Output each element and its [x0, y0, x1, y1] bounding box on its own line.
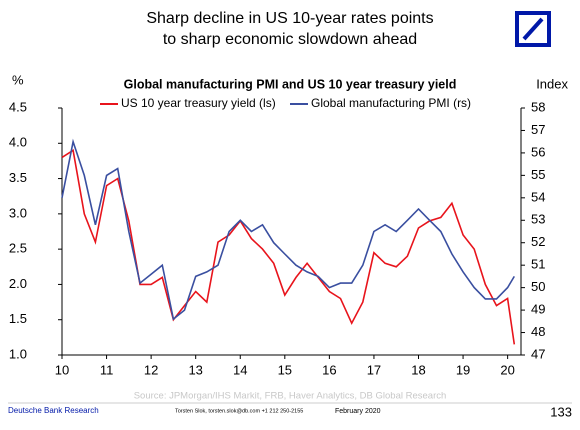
y2-tick-label: 57	[531, 122, 545, 137]
source: Source: JPMorgan/IHS Markit, FRB, Haver …	[134, 391, 447, 402]
x-tick-label: 20	[500, 362, 514, 377]
x-tick-label: 15	[278, 362, 292, 377]
y-axis-label: %	[12, 72, 24, 87]
y2-tick-label: 50	[531, 279, 545, 294]
y2-tick-label: 52	[531, 234, 545, 249]
chart-title: Global manufacturing PMI and US 10 year …	[124, 77, 457, 91]
x-tick-label: 16	[322, 362, 336, 377]
legend-label: Global manufacturing PMI (rs)	[311, 96, 471, 110]
x-tick-label: 10	[55, 362, 69, 377]
y2-tick-label: 48	[531, 324, 545, 339]
y2-tick-label: 56	[531, 144, 545, 159]
x-tick-label: 19	[456, 362, 470, 377]
y-tick-label: 3.5	[9, 170, 27, 185]
y-tick-label: 1.5	[9, 311, 27, 326]
y-tick-label: 2.5	[9, 241, 27, 256]
y2-tick-label: 47	[531, 346, 545, 361]
y2-tick-label: 58	[531, 99, 545, 114]
headline: Sharp decline in US 10-year rates points	[146, 10, 433, 27]
y-tick-label: 2.0	[9, 276, 27, 291]
y2-tick-label: 53	[531, 212, 545, 227]
x-tick-label: 11	[100, 362, 114, 377]
y2-tick-label: 51	[531, 257, 545, 272]
y2-tick-label: 49	[531, 302, 545, 317]
footer-date: February 2020	[335, 408, 381, 415]
y2-axis-label: Index	[536, 76, 568, 91]
footer-contact: Torsten Slok, torsten.slok@db.com +1 212…	[175, 408, 303, 414]
x-tick-label: 14	[233, 362, 247, 377]
x-tick-label: 13	[188, 362, 202, 377]
y-tick-label: 3.0	[9, 205, 27, 220]
footer-brand: Deutsche Bank Research	[8, 406, 99, 415]
x-tick-label: 12	[144, 362, 158, 377]
y-tick-label: 1.0	[9, 346, 27, 361]
legend-label: US 10 year treasury yield (ls)	[121, 96, 276, 110]
logo	[515, 11, 551, 47]
y-tick-label: 4.5	[9, 99, 27, 114]
y2-tick-label: 55	[531, 167, 545, 182]
x-tick-label: 17	[367, 362, 381, 377]
series-line	[61, 148, 516, 345]
x-tick-label: 18	[411, 362, 425, 377]
y2-tick-label: 54	[531, 189, 545, 204]
headline: to sharp economic slowdown ahead	[163, 31, 417, 48]
page-number: 133	[550, 404, 572, 419]
y-tick-label: 4.0	[9, 135, 27, 150]
series-line	[61, 138, 515, 321]
